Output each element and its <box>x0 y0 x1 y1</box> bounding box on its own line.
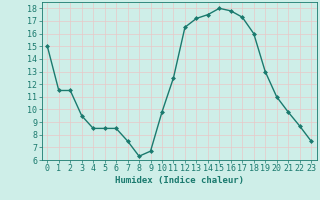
X-axis label: Humidex (Indice chaleur): Humidex (Indice chaleur) <box>115 176 244 185</box>
